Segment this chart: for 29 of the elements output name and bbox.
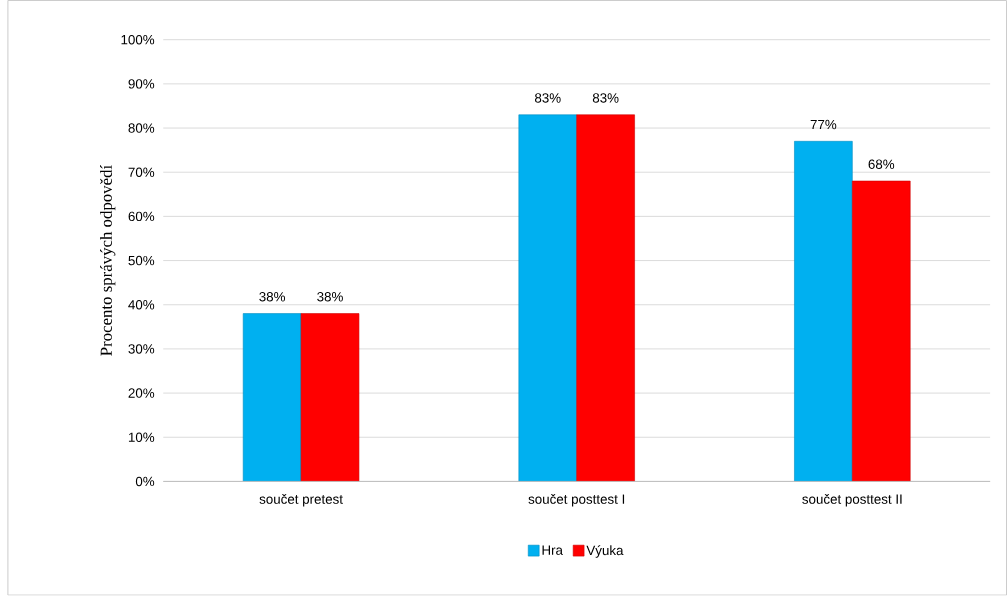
x-tick-label: součet posttest I (528, 494, 625, 507)
data-label: 83% (534, 93, 561, 103)
bar (852, 180, 911, 482)
y-tick-label: 20% (128, 388, 155, 398)
legend-label: Hra (542, 545, 563, 556)
y-tick-label: 80% (128, 123, 155, 133)
y-tick-label: 90% (128, 79, 155, 89)
x-tick-label: součet pretest (259, 494, 343, 507)
bar (300, 313, 360, 482)
y-axis-title: Procento správých odpovědí (100, 165, 116, 356)
bar (242, 313, 302, 482)
y-tick-label: 70% (128, 167, 155, 178)
y-tick-label: 10% (128, 432, 155, 443)
y-tick-label: 60% (128, 211, 155, 222)
bar (518, 114, 577, 482)
y-tick-label: 0% (135, 476, 155, 487)
y-tick-label: 30% (128, 344, 155, 354)
data-label: 68% (868, 159, 895, 170)
y-tick-label: 100% (121, 35, 155, 45)
bar (576, 114, 635, 482)
data-label: 83% (592, 93, 619, 103)
data-label: 38% (259, 292, 286, 302)
y-tick-label: 40% (128, 300, 155, 310)
y-tick-label: 50% (128, 256, 155, 266)
data-label: 77% (810, 120, 837, 130)
bar (794, 141, 853, 482)
x-tick-label: součet posttest II (802, 494, 902, 507)
data-label: 38% (317, 292, 343, 302)
legend-label: Výuka (586, 545, 624, 559)
